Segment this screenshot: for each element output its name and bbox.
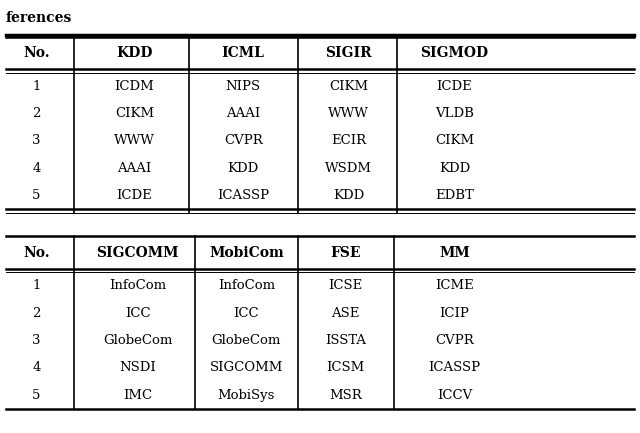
Text: ICSE: ICSE [328,279,363,293]
Text: CIKM: CIKM [115,107,154,120]
Text: ASE: ASE [332,307,360,320]
Text: 3: 3 [32,134,41,148]
Text: MM: MM [439,246,470,260]
Text: NSDI: NSDI [119,361,156,375]
Text: GlobeCom: GlobeCom [212,334,281,347]
Text: VLDB: VLDB [435,107,474,120]
Text: 5: 5 [32,388,41,402]
Text: ICIP: ICIP [440,307,469,320]
Text: 3: 3 [32,334,41,347]
Text: WSDM: WSDM [325,162,372,175]
Text: 1: 1 [32,279,41,293]
Text: ICASSP: ICASSP [217,189,269,202]
Text: MSR: MSR [329,388,362,402]
Text: FSE: FSE [330,246,361,260]
Text: SIGCOMM: SIGCOMM [97,246,179,260]
Text: SIGIR: SIGIR [326,46,372,60]
Text: ICDM: ICDM [115,80,154,93]
Text: KDD: KDD [228,162,259,175]
Text: No.: No. [23,246,50,260]
Text: ICML: ICML [222,46,264,60]
Text: CIKM: CIKM [329,80,369,93]
Text: AAAI: AAAI [226,107,260,120]
Text: 4: 4 [32,162,41,175]
Text: GlobeCom: GlobeCom [103,334,172,347]
Text: CIKM: CIKM [435,134,474,148]
Text: ICDE: ICDE [116,189,152,202]
Text: InfoCom: InfoCom [109,279,166,293]
Text: MobiCom: MobiCom [209,246,284,260]
Text: ferences: ferences [5,11,72,25]
Text: ICCV: ICCV [436,388,472,402]
Text: 2: 2 [32,307,41,320]
Text: 2: 2 [32,107,41,120]
Text: WWW: WWW [114,134,155,148]
Text: ICME: ICME [435,279,474,293]
Text: AAAI: AAAI [117,162,152,175]
Text: EDBT: EDBT [435,189,474,202]
Text: CVPR: CVPR [435,334,474,347]
Text: WWW: WWW [328,107,369,120]
Text: KDD: KDD [439,162,470,175]
Text: 4: 4 [32,361,41,375]
Text: SIGCOMM: SIGCOMM [210,361,283,375]
Text: KDD: KDD [333,189,364,202]
Text: No.: No. [23,46,50,60]
Text: KDD: KDD [116,46,153,60]
Text: ICC: ICC [125,307,150,320]
Text: NIPS: NIPS [226,80,260,93]
Text: ISSTA: ISSTA [325,334,366,347]
Text: SIGMOD: SIGMOD [420,46,488,60]
Text: IMC: IMC [123,388,152,402]
Text: ICASSP: ICASSP [428,361,481,375]
Text: 1: 1 [32,80,41,93]
Text: ICSM: ICSM [326,361,365,375]
Text: ICC: ICC [234,307,259,320]
Text: MobiSys: MobiSys [218,388,275,402]
Text: ICDE: ICDE [436,80,472,93]
Text: InfoCom: InfoCom [218,279,275,293]
Text: ECIR: ECIR [332,134,366,148]
Text: 5: 5 [32,189,41,202]
Text: CVPR: CVPR [224,134,262,148]
